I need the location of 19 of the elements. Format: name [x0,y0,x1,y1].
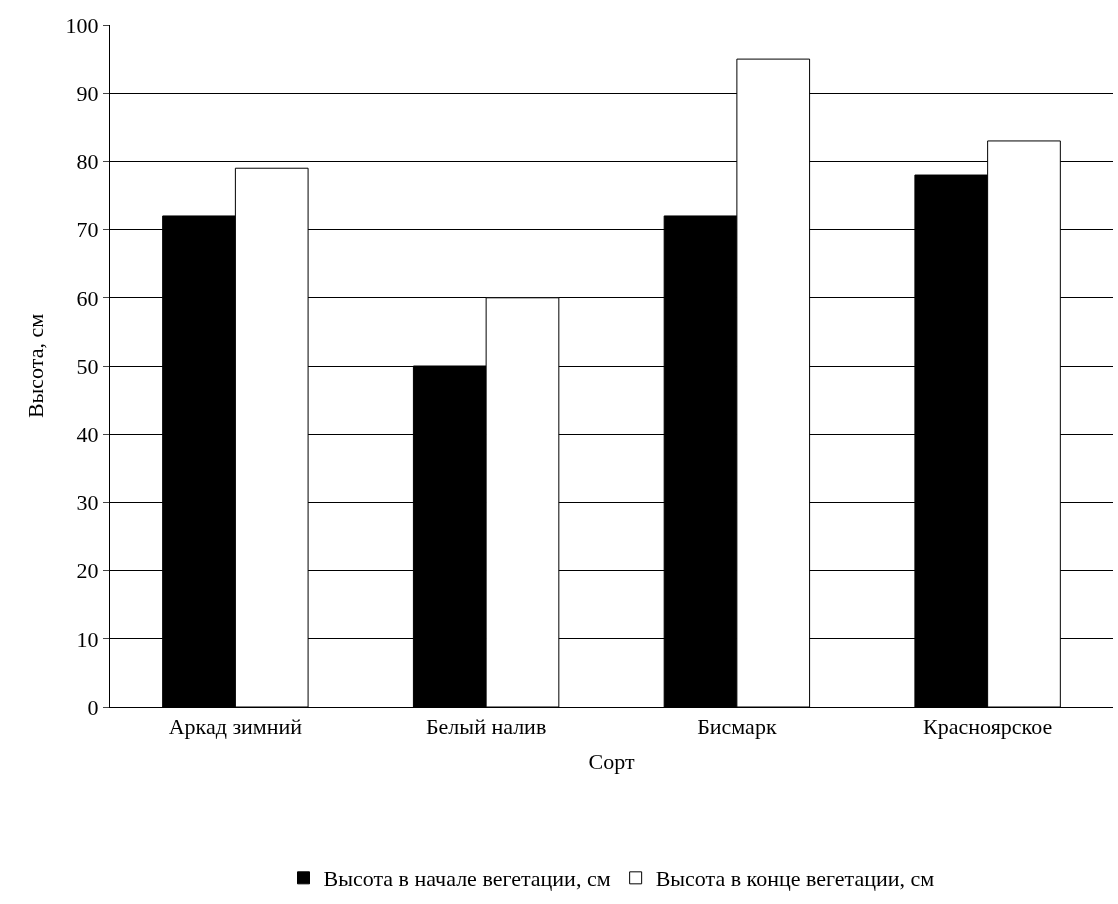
y-tick-label: 60 [76,285,99,311]
y-tick-label: 80 [76,149,99,175]
legend-label: Высота в начале вегетации, см [323,866,611,892]
y-tick-label: 50 [76,353,99,379]
x-tick-label: Аркад зимний [168,714,303,740]
y-tick-label: 90 [76,80,99,106]
legend-label: Высота в конце вегетации, см [655,866,935,892]
x-axis-title: Сорт [588,749,635,775]
y-tick-label: 10 [76,626,99,652]
x-tick-label: Красноярское [923,714,1053,740]
y-tick-label: 0 [87,694,99,720]
x-tick-label: Белый налив [425,714,547,740]
y-axis-title: Высота, см [23,313,49,419]
y-tick-label: 70 [76,217,99,243]
x-tick-label: Бисмарк [697,714,777,740]
y-tick-label: 40 [76,421,99,447]
y-tick-label: 20 [76,558,99,584]
y-tick-label: 100 [65,12,99,38]
y-tick-label: 30 [76,490,99,516]
